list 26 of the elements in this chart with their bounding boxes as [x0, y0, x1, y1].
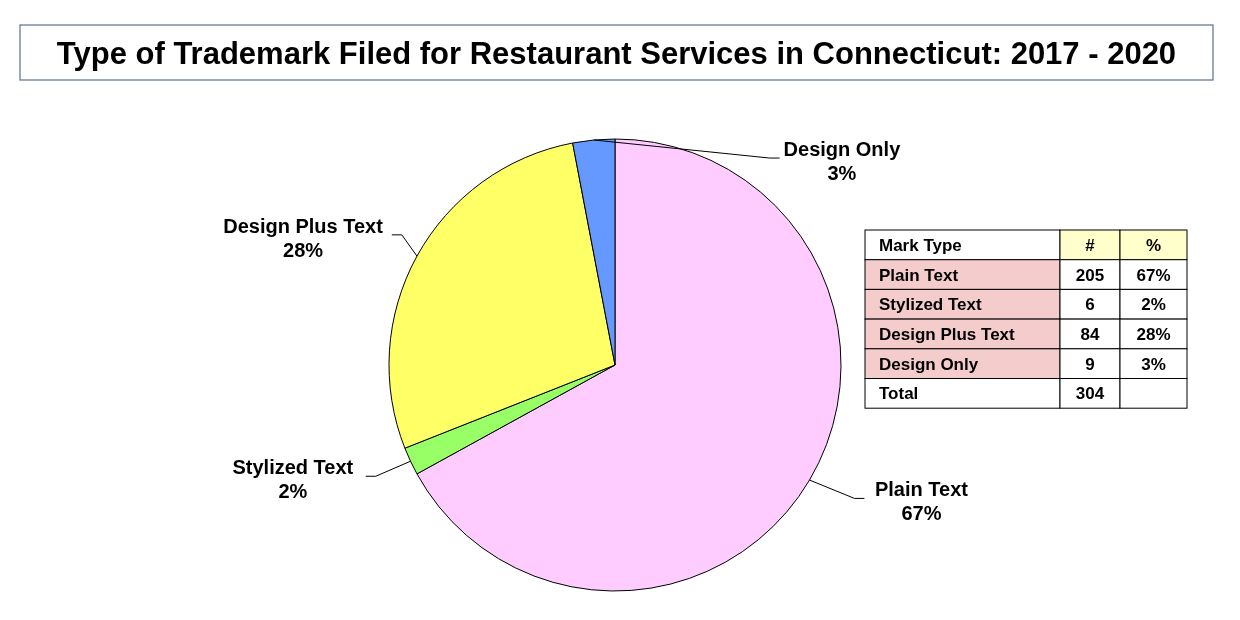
text: % [1145, 235, 1162, 255]
slice-label: Stylized Text [232, 456, 354, 479]
data-label: 205 [1075, 265, 1105, 285]
data-label: 9 [1085, 354, 1095, 374]
category-label: Stylized Text [879, 295, 982, 315]
text: 3% [1141, 354, 1166, 374]
text: 67% [1136, 265, 1171, 285]
slice-label: Design Only [783, 138, 902, 161]
data-label: 28% [283, 238, 324, 261]
data-label: 84 [1080, 324, 1100, 344]
slice-label: Design Plus Text [223, 214, 384, 237]
data-label: 6 [1085, 295, 1095, 315]
slice-label: Plain Text [874, 478, 969, 501]
chart-title: Type of Trademark Filed for Restaurant Services in Connecticut: 2017 - 2020 [56, 36, 1177, 71]
data-label: 67% [901, 502, 942, 525]
text: Total [879, 384, 919, 404]
category-label: Design Plus Text [879, 324, 1016, 344]
text: Mark Type [879, 235, 962, 255]
data-label: 2% [278, 480, 308, 503]
text: 2% [1141, 295, 1166, 315]
category-label: Plain Text [879, 265, 959, 285]
category-label: Design Only [879, 354, 979, 374]
text: 304 [1075, 384, 1105, 404]
data-label: 3% [827, 162, 857, 185]
text: # [1085, 235, 1096, 255]
text: 28% [1136, 324, 1171, 344]
